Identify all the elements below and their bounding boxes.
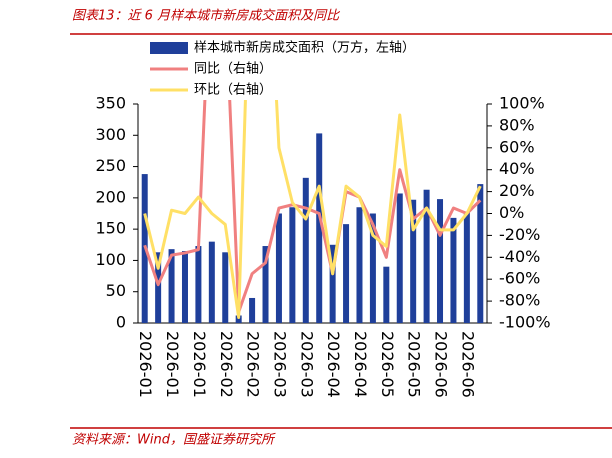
header: 图表13：近 6 月样本城市新房成交面积及同比 [72,8,340,24]
x-tick-label: 2026-05 [378,331,397,398]
y-tick-label: 100 [95,250,126,269]
y-tick-label: 300 [95,125,126,144]
bar [168,249,175,323]
y-tick-label: 50 [106,281,126,300]
y2-tick-label: -100% [499,313,551,332]
y2-tick-label: -40% [499,247,540,266]
x-tick-label: 2026-06 [432,331,451,398]
y2-tick-label: 40% [499,159,535,178]
bar [383,266,390,323]
bar [275,213,282,323]
bar [181,251,188,323]
line-group [143,100,482,320]
bar [235,315,242,323]
bar [437,199,444,323]
x-tick-label: 2026-06 [458,331,477,398]
x-tick-label: 2026-05 [405,331,424,398]
bar [396,193,403,323]
x-tick-label: 2026-01 [136,331,155,398]
legend-label: 环比（右轴） [194,83,272,98]
y2-tick-label: 60% [499,137,535,156]
y2-tick-label: 100% [499,94,545,113]
y2-tick-label: 0% [499,203,524,222]
bar [249,297,256,323]
bar [343,224,350,323]
bar [450,217,457,323]
x-tick-label: 2026-04 [351,331,370,398]
x-tick-label: 2026-01 [190,331,209,398]
y2-tick-label: 80% [499,115,535,134]
x-tick-label: 2026-01 [163,331,182,398]
y-tick-label: 150 [95,219,126,238]
y-tick-label: 250 [95,156,126,175]
y2-tick-label: -60% [499,269,540,288]
bar [423,189,430,323]
x-tick-label: 2026-03 [297,331,316,398]
x-tick-label: 2026-02 [217,331,236,398]
legend-label: 样本城市新房成交面积（万方，左轴） [194,40,415,56]
x-tick-label: 2026-04 [324,331,343,398]
bar [477,184,484,323]
y-tick-label: 200 [95,187,126,206]
y-tick-label: 0 [116,313,126,332]
legend-swatch [150,42,188,54]
y-tick-label: 350 [95,94,126,113]
legend-label: 同比（右轴） [194,62,272,77]
line [143,100,482,320]
bar [356,207,363,323]
bar [463,211,470,323]
bar [222,252,229,323]
y2-tick-label: -80% [499,291,540,310]
bar [316,133,323,323]
bar [302,177,309,323]
bar [262,246,269,323]
bar [369,213,376,323]
bar [195,246,202,323]
bar [289,207,296,323]
bar [410,199,417,323]
y2-tick-label: -20% [499,225,540,244]
bar [329,244,336,323]
bar [155,252,162,323]
source: 资料来源：Wind，国盛证券研究所 [72,432,276,448]
y2-tick-label: 20% [499,181,535,200]
bar [208,241,215,323]
x-tick-label: 2026-02 [244,331,263,398]
x-tick-label: 2026-03 [270,331,289,398]
